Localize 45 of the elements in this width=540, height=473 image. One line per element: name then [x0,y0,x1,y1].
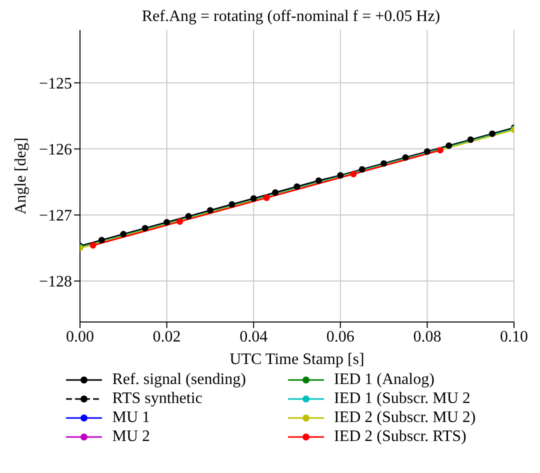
point [446,142,452,149]
y-axis-title: Angle [deg] [12,138,30,214]
point [206,207,214,214]
legend-label: MU 2 [112,427,150,446]
y-tick-label: −126 [38,142,72,159]
legend-label: IED 2 (Subscr. RTS) [334,427,466,446]
point [142,224,148,232]
point [120,230,127,238]
y-tick-label: −128 [38,274,72,291]
x-tick-label: 0.00 [66,328,94,346]
point [185,213,192,220]
point [337,172,344,179]
point [315,177,322,184]
y-tick-label: −127 [38,208,72,225]
point [228,201,236,208]
point [358,166,366,173]
point [489,130,496,137]
point [176,218,184,225]
legend-label: Ref. signal (sending) [112,370,246,389]
point [164,218,170,226]
point [263,194,270,202]
point [250,195,257,202]
legend-label: MU 1 [112,408,150,427]
point [272,189,279,196]
x-tick-label: 0.08 [413,328,442,346]
point [294,183,300,190]
x-tick-label: 0.02 [152,328,181,346]
legend-label: RTS synthetic [112,389,202,408]
point [424,148,430,155]
legend-label: IED 2 (Subscr. MU 2) [334,408,476,427]
chart-title: Ref.Ang = rotating (off-nominal f = +0.05 Hz) [140,8,442,27]
point [380,160,388,167]
legend-label: IED 1 (Analog) [334,370,434,389]
y-tick-label: −125 [38,76,72,93]
x-tick-label: 0.06 [326,328,354,346]
x-axis-title: UTC Time Stamp [s] [230,351,364,368]
point [350,170,357,178]
x-tick-label: 0.04 [240,328,268,346]
legend-label: IED 1 (Subscr. MU 2 [334,389,470,408]
point [402,154,409,161]
point [98,236,105,244]
point [436,146,444,154]
x-tick-label: 0.10 [500,328,528,346]
point [467,136,474,143]
point [90,242,96,249]
